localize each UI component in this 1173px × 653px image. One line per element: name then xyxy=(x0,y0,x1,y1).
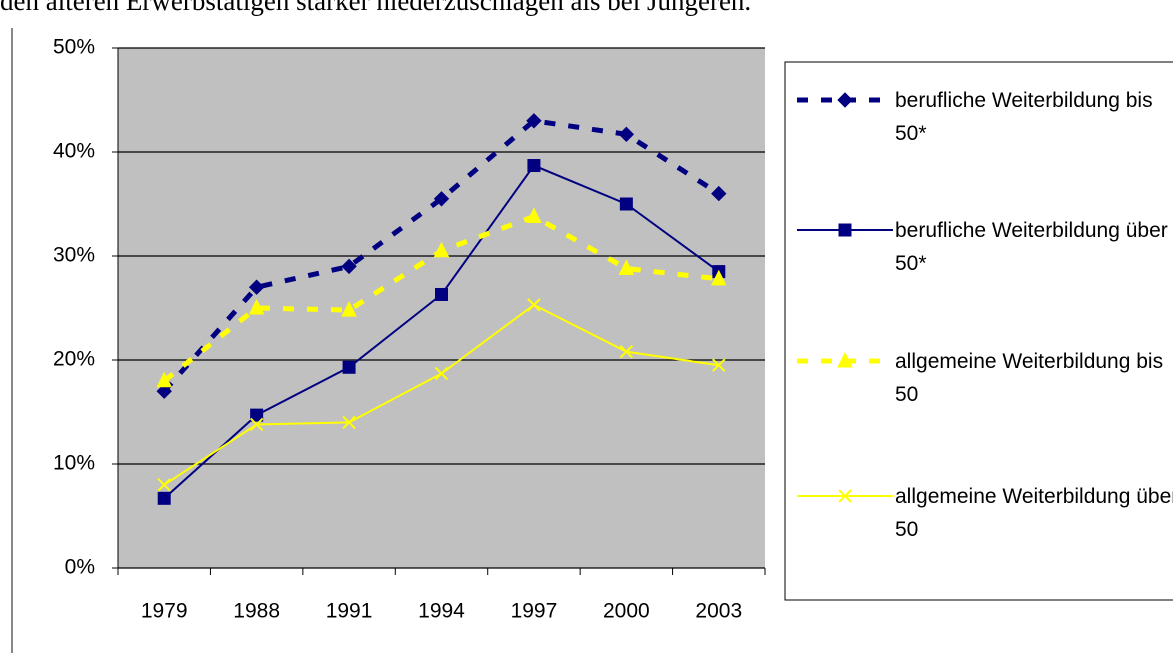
marker xyxy=(156,371,173,388)
marker xyxy=(838,223,852,237)
marker xyxy=(341,300,357,317)
marker xyxy=(837,92,853,108)
x-tick-label: 1991 xyxy=(326,600,373,623)
marker xyxy=(837,351,853,368)
marker xyxy=(526,113,542,129)
x-tick-label: 2003 xyxy=(695,600,742,623)
y-tick-label: 0% xyxy=(65,556,95,579)
marker xyxy=(435,287,448,301)
x-tick-label: 1979 xyxy=(141,600,188,623)
marker xyxy=(619,197,633,211)
marker xyxy=(250,408,264,422)
marker xyxy=(433,241,450,258)
marker xyxy=(618,126,635,143)
plot-area xyxy=(118,48,765,568)
y-tick-label: 40% xyxy=(53,140,95,163)
marker xyxy=(157,478,171,492)
legend-label: berufliche Weiterbildung bis 50* xyxy=(895,89,1153,145)
marker xyxy=(248,279,265,295)
marker xyxy=(711,185,727,202)
y-tick-label: 30% xyxy=(53,244,95,267)
marker xyxy=(342,360,356,374)
x-tick-label: 2000 xyxy=(603,600,650,623)
marker xyxy=(156,383,172,399)
marker xyxy=(527,298,541,312)
marker xyxy=(838,489,852,503)
marker xyxy=(157,491,171,505)
y-tick-label: 10% xyxy=(53,452,95,475)
marker xyxy=(710,269,727,286)
marker xyxy=(248,298,265,315)
marker xyxy=(434,366,449,381)
marker xyxy=(712,358,726,372)
legend-label: berufliche Weiterbildung über 50* xyxy=(895,219,1168,275)
y-tick-label: 20% xyxy=(53,348,95,371)
legend-label: allgemeine Weiterbildung über 50 xyxy=(895,485,1173,541)
caption: den älteren Erwerbstätigen stärker niede… xyxy=(0,0,752,16)
marker xyxy=(342,415,356,430)
marker xyxy=(526,207,542,223)
legend-label: allgemeine Weiterbildung bis 50 xyxy=(895,350,1164,406)
marker xyxy=(433,191,450,207)
marker xyxy=(618,259,635,275)
x-tick-label: 1997 xyxy=(511,600,558,623)
legend-box xyxy=(784,61,1173,601)
marker xyxy=(527,159,541,173)
marker xyxy=(341,258,357,275)
marker xyxy=(619,344,634,359)
marker xyxy=(249,417,264,432)
y-tick-label: 50% xyxy=(53,36,95,59)
x-tick-label: 1994 xyxy=(418,600,465,623)
x-tick-label: 1988 xyxy=(233,600,280,623)
